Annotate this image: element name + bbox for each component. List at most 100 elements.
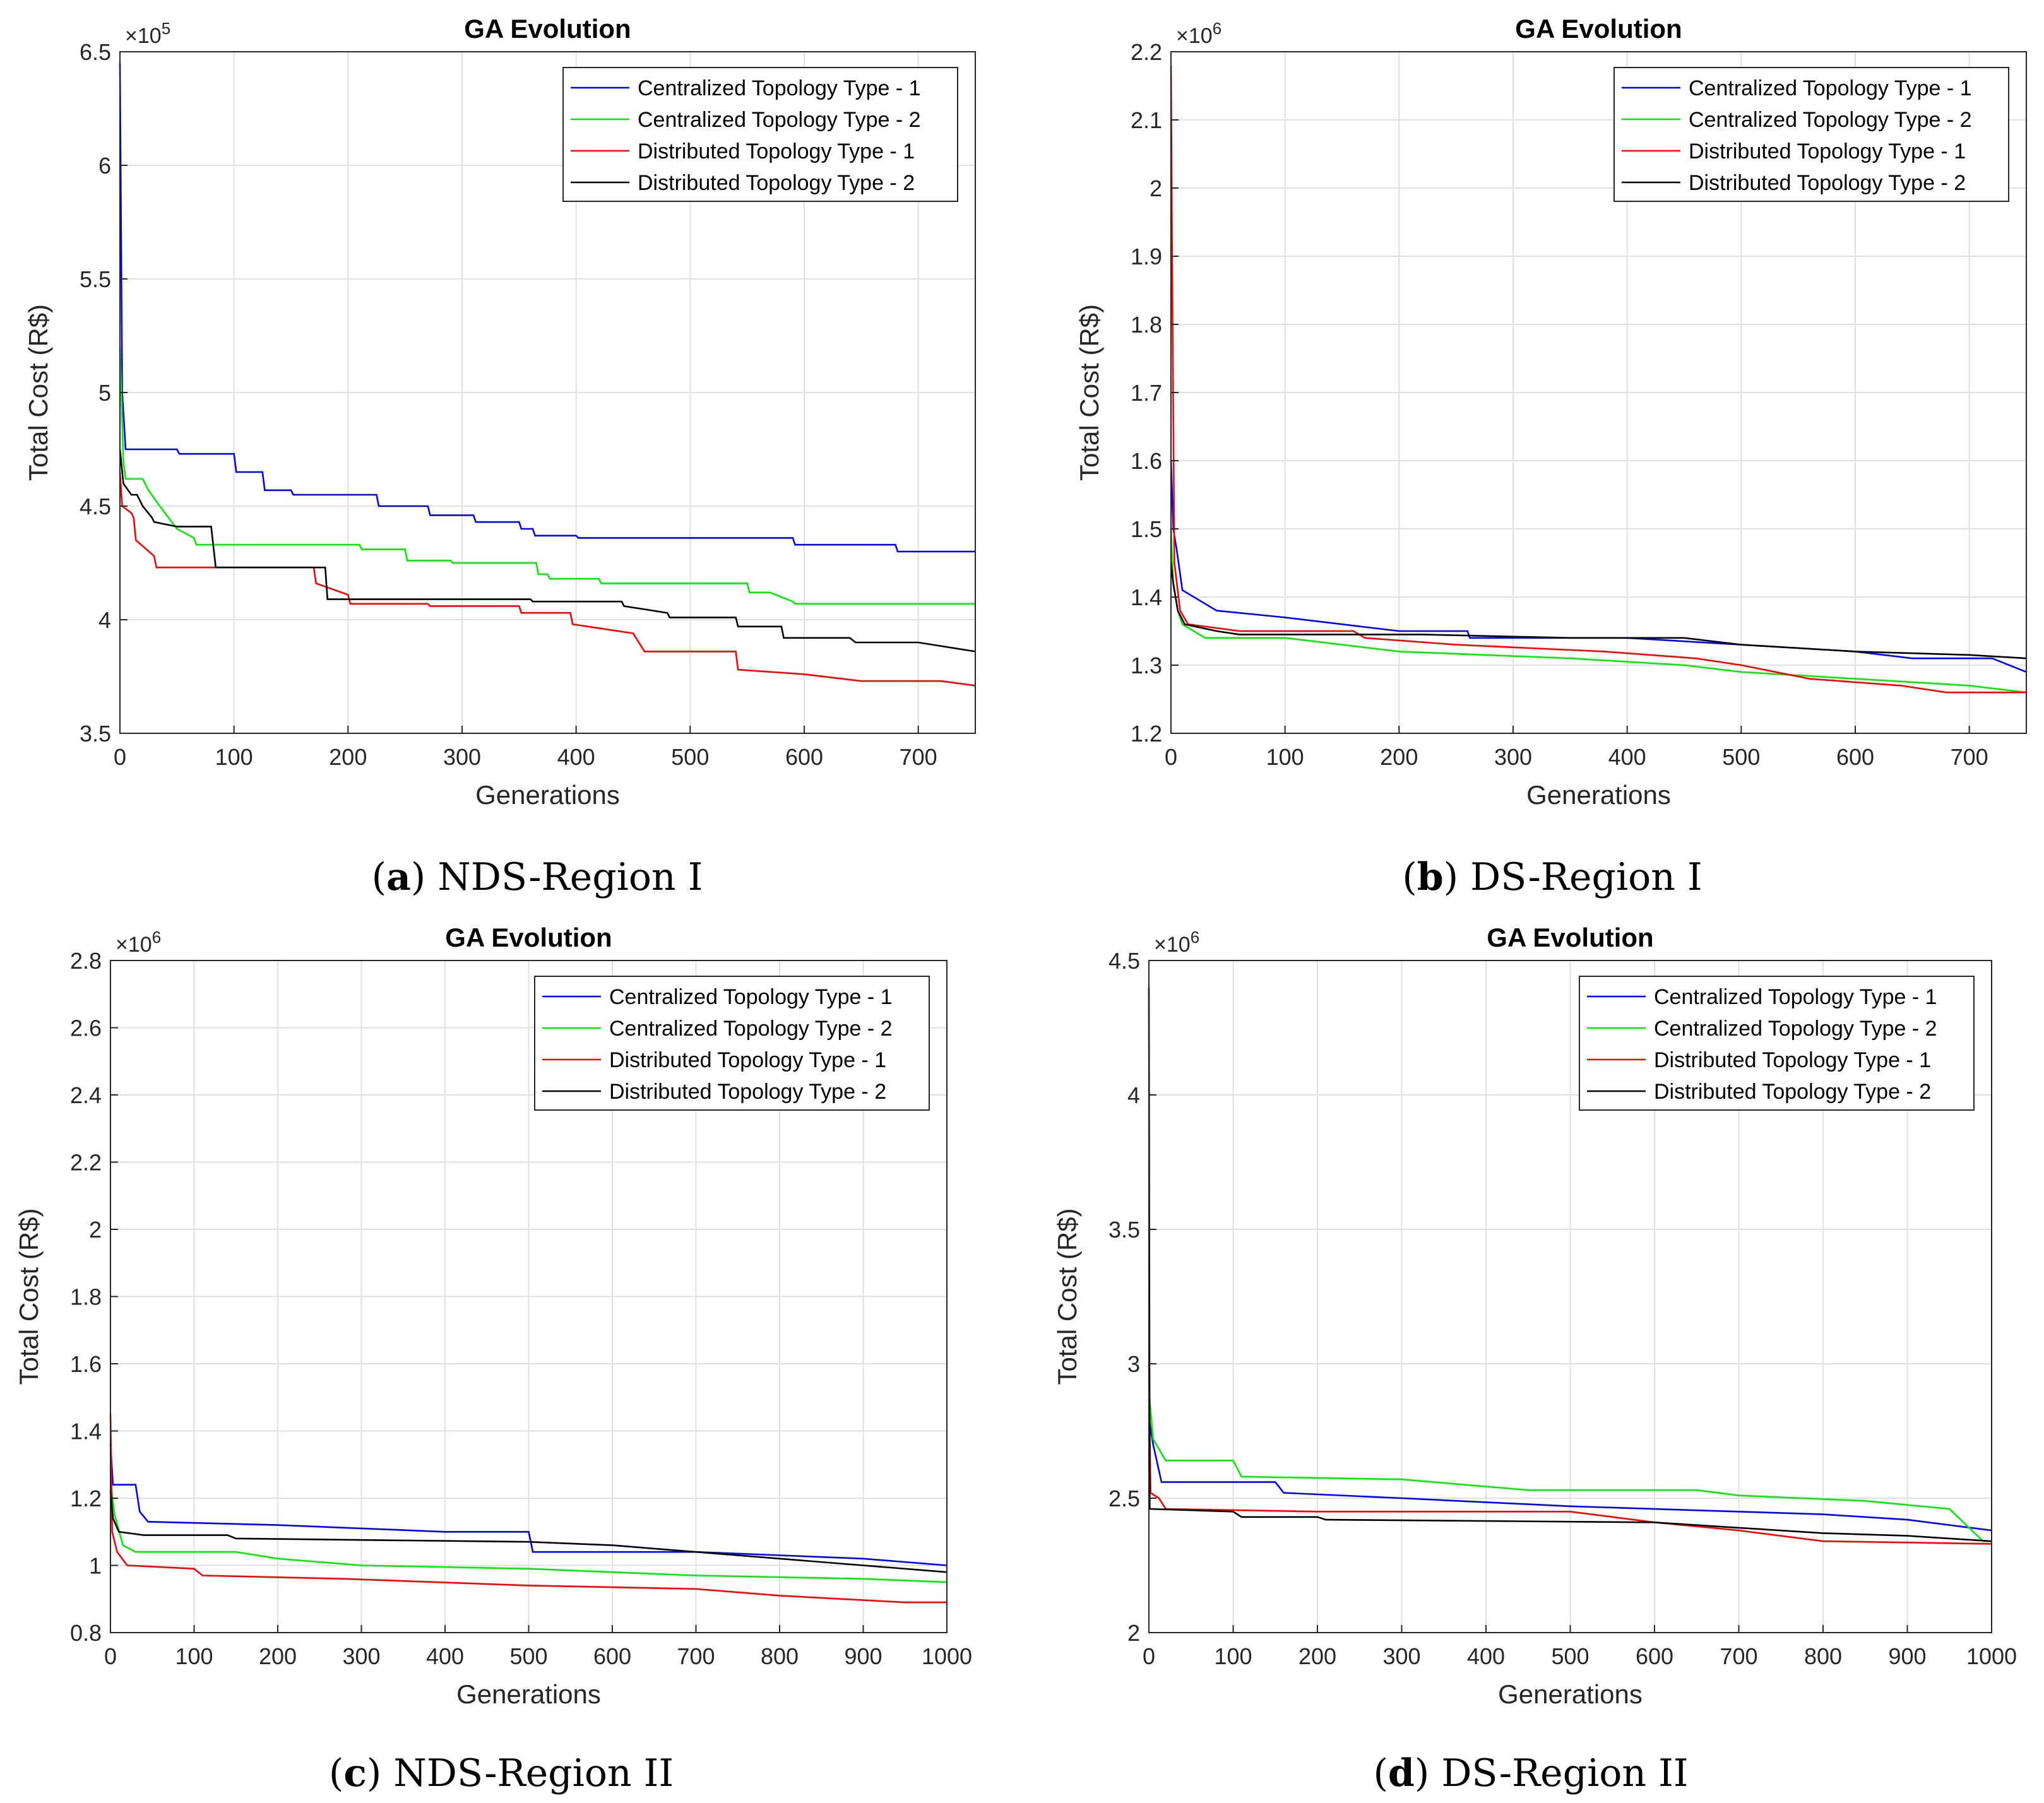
chart-d-y-tick-label-4: 4 [1127, 1082, 1140, 1108]
chart-b-y-tick-label-8: 2 [1150, 175, 1162, 201]
chart-c-title: GA Evolution [445, 923, 612, 952]
chart-c-line-centralized-type-2 [109, 1481, 948, 1583]
chart-a-legend-item-distributed-type-2: Distributed Topology Type - 2 [571, 171, 915, 195]
chart-b-legend-item-distributed-type-2: Distributed Topology Type - 2 [1622, 171, 1966, 195]
chart-c-legend: Centralized Topology Type - 1 Centralized… [534, 976, 930, 1111]
chart-d-x-tick-label-900: 900 [1888, 1643, 1926, 1669]
chart-a-y-tick-label-2: 4.5 [80, 494, 111, 519]
chart-a-legend-label-distributed-type-1: Distributed Topology Type - 1 [638, 139, 915, 163]
chart-a-legend-label-centralized-type-1: Centralized Topology Type - 1 [638, 76, 921, 100]
chart-b-y-tick-label-2: 1.4 [1131, 584, 1162, 610]
svg-text:(d) DS-Region II: (d) DS-Region II [1373, 1751, 1688, 1795]
chart-c-x-tick-label-500: 500 [509, 1643, 547, 1669]
chart-d-legend-label-centralized-type-2: Centralized Topology Type - 2 [1654, 1017, 1937, 1041]
chart-a-y-tick-label-0: 3.5 [80, 721, 111, 747]
chart-c-y-label: Total Cost (R$) [14, 1208, 44, 1385]
chart-c-series [109, 1414, 948, 1604]
chart-a-series [119, 62, 976, 687]
chart-b-line-distributed-type-1 [1170, 65, 2026, 694]
chart-d-x-tick-label-1000: 1000 [1966, 1643, 2017, 1669]
chart-b-x-tick-label-500: 500 [1722, 744, 1760, 770]
chart-a-x-tick-label-0: 0 [114, 744, 126, 770]
chart-d-line-distributed-type-1 [1148, 1363, 1992, 1545]
chart-a-grid [120, 52, 975, 733]
chart-c-line-centralized-type-1 [109, 1444, 948, 1566]
caption-a: (a) NDS-Region I [372, 855, 703, 899]
chart-c-y-tick-label-6: 2 [89, 1217, 102, 1243]
chart-d-x-tick-label-300: 300 [1382, 1643, 1420, 1669]
caption-d-text: DS-Region II [1441, 1751, 1688, 1795]
panel-c: 0 100 200 300 400 500 600 700 800 900 1000 0.8 1 1.2 1… [14, 923, 972, 1709]
chart-b-legend-item-centralized-type-1: Centralized Topology Type - 1 [1622, 76, 1972, 100]
chart-a-line-centralized-type-2 [119, 346, 975, 605]
chart-b-x-tick-label-100: 100 [1266, 744, 1304, 770]
chart-b-y-tick-label-5: 1.7 [1131, 380, 1162, 406]
chart-d-line-centralized-type-1 [1148, 1417, 1992, 1532]
chart-d-x-label: Generations [1498, 1679, 1643, 1709]
chart-b-line-distributed-type-2 [1170, 562, 2027, 659]
chart-a-y-tick-label-6: 6.5 [80, 39, 111, 65]
chart-b-legend-box [1613, 67, 2009, 202]
chart-b-y-tick-label-10: 2.2 [1131, 39, 1162, 65]
chart-b-legend-label-centralized-type-2: Centralized Topology Type - 2 [1689, 108, 1972, 132]
caption-c-text: NDS-Region II [393, 1751, 674, 1795]
caption-a-label: a [386, 855, 411, 899]
chart-d-y-tick-label-1: 2.5 [1108, 1486, 1140, 1511]
chart-d-y-tick-label-3: 3.5 [1108, 1217, 1140, 1243]
chart-a-y-tick-label-3: 5 [98, 380, 111, 406]
caption-b-text: DS-Region I [1470, 855, 1702, 899]
chart-b-y-tick-label-1: 1.3 [1131, 653, 1162, 678]
chart-c-x-tick-label-1000: 1000 [922, 1643, 972, 1669]
chart-b-y-exponent: ×106 [1176, 19, 1221, 48]
svg-text:(b) DS-Region I: (b) DS-Region I [1402, 855, 1702, 899]
chart-a-line-distributed-type-2 [119, 449, 976, 653]
chart-a-x-tick-label-100: 100 [215, 744, 253, 770]
chart-a-y-tick-label-4: 5.5 [80, 266, 111, 292]
chart-a-x-tick-label-500: 500 [671, 744, 709, 770]
chart-c-legend-label-distributed-type-1: Distributed Topology Type - 1 [609, 1048, 886, 1072]
chart-c-y-exponent-power: 6 [152, 928, 161, 947]
chart-a-x-tick-label-300: 300 [443, 744, 481, 770]
caption-b: (b) DS-Region I [1402, 855, 1702, 899]
chart-c-legend-item-distributed-type-2: Distributed Topology Type - 2 [542, 1080, 886, 1104]
chart-b-series [1170, 65, 2027, 694]
panel-d: 0 100 200 300 400 500 600 700 800 900 1000 2 2.5 3 3.5… [1052, 923, 2017, 1709]
chart-d-legend-item-distributed-type-2: Distributed Topology Type - 2 [1587, 1080, 1931, 1104]
chart-c-y-tick-label-3: 1.4 [70, 1419, 102, 1445]
chart-a-legend-label-centralized-type-2: Centralized Topology Type - 2 [638, 108, 921, 132]
chart-c-legend-box [534, 976, 930, 1111]
chart-c-legend-label-distributed-type-2: Distributed Topology Type - 2 [609, 1080, 886, 1104]
chart-b-legend-label-centralized-type-1: Centralized Topology Type - 1 [1689, 76, 1972, 100]
chart-b-y-tick-label-3: 1.5 [1131, 516, 1162, 542]
chart-b-x-tick-label-0: 0 [1165, 744, 1177, 770]
chart-a-line-centralized-type-1 [119, 62, 975, 553]
chart-d-series [1148, 987, 1992, 1545]
chart-c-legend-label-centralized-type-1: Centralized Topology Type - 1 [609, 985, 893, 1009]
chart-c-x-label: Generations [456, 1679, 601, 1709]
chart-a-x-label: Generations [475, 780, 620, 810]
chart-a-y-label: Total Cost (R$) [23, 304, 53, 481]
chart-c-x-tick-label-900: 900 [844, 1643, 882, 1669]
chart-b-x-tick-label-600: 600 [1836, 744, 1874, 770]
chart-b-y-exponent-base: ×10 [1176, 24, 1213, 48]
chart-d-x-tick-label-700: 700 [1720, 1643, 1757, 1669]
chart-d-line-centralized-type-2 [1148, 1390, 1992, 1542]
chart-c-y-tick-label-8: 2.4 [70, 1082, 102, 1108]
caption-b-label: b [1417, 855, 1444, 899]
chart-c-line-distributed-type-1 [109, 1414, 947, 1604]
chart-b-legend-item-distributed-type-1: Distributed Topology Type - 1 [1622, 139, 1966, 163]
chart-c-y-tick-label-10: 2.8 [70, 948, 102, 974]
caption-d-label: d [1388, 1751, 1415, 1795]
chart-b-y-tick-label-9: 2.1 [1131, 107, 1162, 133]
chart-c-y-tick-label-2: 1.2 [70, 1486, 102, 1511]
chart-b-y-label: Total Cost (R$) [1074, 304, 1104, 481]
chart-a-x-tick-label-200: 200 [329, 744, 367, 770]
chart-d-y-tick-label-2: 3 [1127, 1351, 1140, 1377]
chart-d-legend-item-centralized-type-1: Centralized Topology Type - 1 [1587, 985, 1937, 1009]
chart-d-x-tick-label-600: 600 [1636, 1643, 1673, 1669]
chart-d-legend-label-distributed-type-1: Distributed Topology Type - 1 [1654, 1048, 1931, 1072]
chart-c-y-tick-label-0: 0.8 [70, 1620, 102, 1646]
chart-a-legend-label-distributed-type-2: Distributed Topology Type - 2 [638, 171, 915, 195]
chart-a-legend-item-centralized-type-2: Centralized Topology Type - 2 [571, 108, 921, 132]
